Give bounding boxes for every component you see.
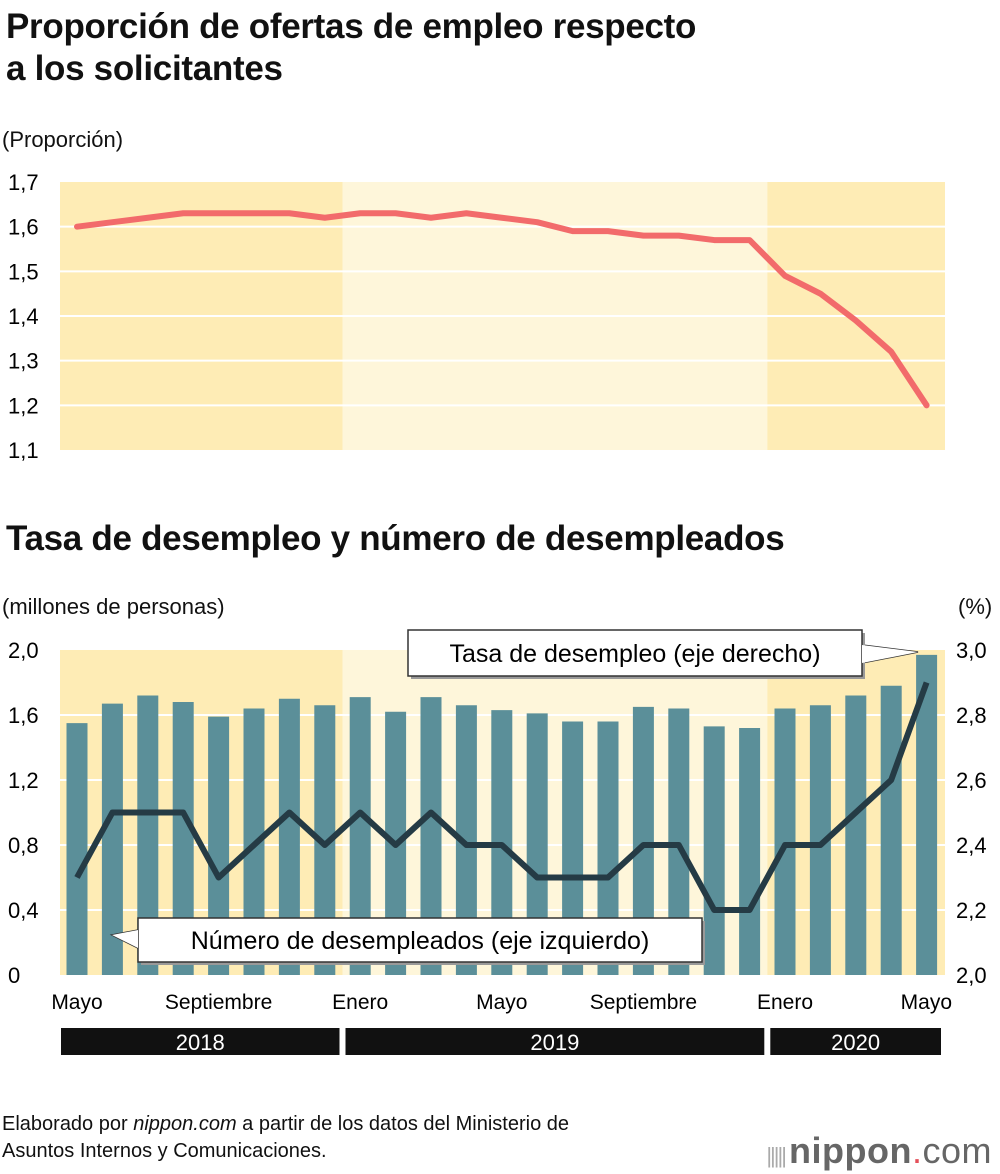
year-bar — [770, 1028, 941, 1055]
unemployed-bar — [774, 708, 796, 975]
unemployed-bar — [349, 697, 371, 975]
unemployed-bar — [208, 716, 230, 975]
rate-legend-pointer-fill — [862, 645, 918, 663]
year-bar — [345, 1028, 765, 1055]
left-tick-label: 0,8 — [8, 833, 39, 858]
ratio-line — [74, 210, 930, 409]
x-tick-label: Septiembre — [590, 991, 697, 1014]
source-site: nippon.com — [133, 1113, 237, 1135]
logo-dot: . — [911, 1130, 923, 1171]
source-text: Asuntos Internos y Comunicaciones. — [2, 1140, 327, 1162]
year-label: 2020 — [831, 1030, 880, 1055]
unemployed-bar — [809, 705, 831, 975]
unemployed-bar — [845, 695, 867, 975]
x-tick-label: Mayo — [51, 991, 102, 1014]
chart-title-2: Tasa de desempleo y número de desemplead… — [6, 519, 785, 558]
y-axis-label: (Proporción) — [2, 127, 124, 152]
right-tick-label: 2,8 — [956, 703, 987, 728]
unemployed-bar — [562, 721, 584, 975]
x-tick-label: Enero — [332, 991, 388, 1014]
right-tick-label: 3,0 — [956, 638, 987, 663]
unemployed-bar — [916, 654, 938, 975]
x-tick-label: Mayo — [901, 991, 952, 1014]
unemployed-bar — [420, 697, 442, 975]
nippon-logo: ||||| nippon.com — [766, 1130, 992, 1172]
title-line: a los solicitantes — [6, 49, 283, 88]
y-tick-label: 1,6 — [8, 215, 39, 240]
y-tick-label: 1,3 — [8, 349, 39, 374]
year-bar — [61, 1028, 340, 1055]
unemployed-bar — [137, 695, 159, 975]
rate-legend-label: Tasa de desempleo (eje derecho) — [449, 640, 820, 668]
right-tick-label: 2,0 — [956, 963, 987, 988]
unemployed-bar — [880, 685, 902, 975]
unemployed-bar — [703, 726, 725, 975]
x-tick-label: Mayo — [476, 991, 527, 1014]
sound-wave-icon: ||||| — [766, 1143, 790, 1168]
title-line: Proporción de ofertas de empleo respecto — [6, 7, 697, 46]
right-tick-label: 2,6 — [956, 768, 987, 793]
unemployed-bar — [314, 705, 336, 975]
y-tick-label: 1,7 — [8, 170, 39, 195]
left-tick-label: 0,4 — [8, 898, 39, 923]
unemployed-bar — [278, 698, 300, 975]
year-label: 2019 — [530, 1030, 579, 1055]
unemployed-bar — [172, 702, 194, 975]
unemployed-bar — [455, 705, 477, 975]
unemployed-bar — [526, 713, 548, 975]
x-tick-label: Septiembre — [165, 991, 272, 1014]
logo-text: nippon — [789, 1130, 912, 1171]
chart-title-1: Proporción de ofertas de empleo respecto… — [6, 6, 696, 90]
left-tick-label: 1,6 — [8, 703, 39, 728]
left-tick-label: 0 — [8, 963, 20, 988]
y-tick-label: 1,1 — [8, 438, 39, 463]
left-tick-label: 2,0 — [8, 638, 39, 663]
count-legend-pointer-fill — [112, 930, 138, 948]
y-tick-label: 1,2 — [8, 393, 39, 418]
unemployed-bar — [632, 706, 654, 975]
count-legend-label: Número de desempleados (eje izquierdo) — [191, 927, 650, 955]
source-text: a partir de los datos del Ministerio de — [236, 1113, 570, 1135]
y-tick-label: 1,5 — [8, 259, 39, 284]
unemployed-bar — [66, 723, 88, 975]
unemployed-bar — [739, 728, 761, 975]
unemployed-bar — [101, 703, 123, 975]
right-tick-label: 2,2 — [956, 898, 987, 923]
unemployment-rate-line — [74, 681, 930, 913]
logo-text: com — [922, 1130, 992, 1171]
source-note: Elaborado por nippon.com a partir de los… — [2, 1111, 569, 1165]
rate-legend-box — [407, 629, 863, 677]
left-axis-label: (millones de personas) — [2, 594, 225, 619]
year-label: 2018 — [176, 1030, 225, 1055]
x-tick-label: Enero — [757, 991, 813, 1014]
unemployed-bar — [668, 708, 690, 975]
right-tick-label: 2,4 — [956, 833, 987, 858]
right-axis-label: (%) — [958, 594, 993, 619]
left-tick-label: 1,2 — [8, 768, 39, 793]
count-legend-box — [137, 917, 703, 963]
source-text: Elaborado por — [2, 1113, 134, 1135]
y-tick-label: 1,4 — [8, 304, 39, 329]
unemployed-bar — [597, 721, 619, 975]
